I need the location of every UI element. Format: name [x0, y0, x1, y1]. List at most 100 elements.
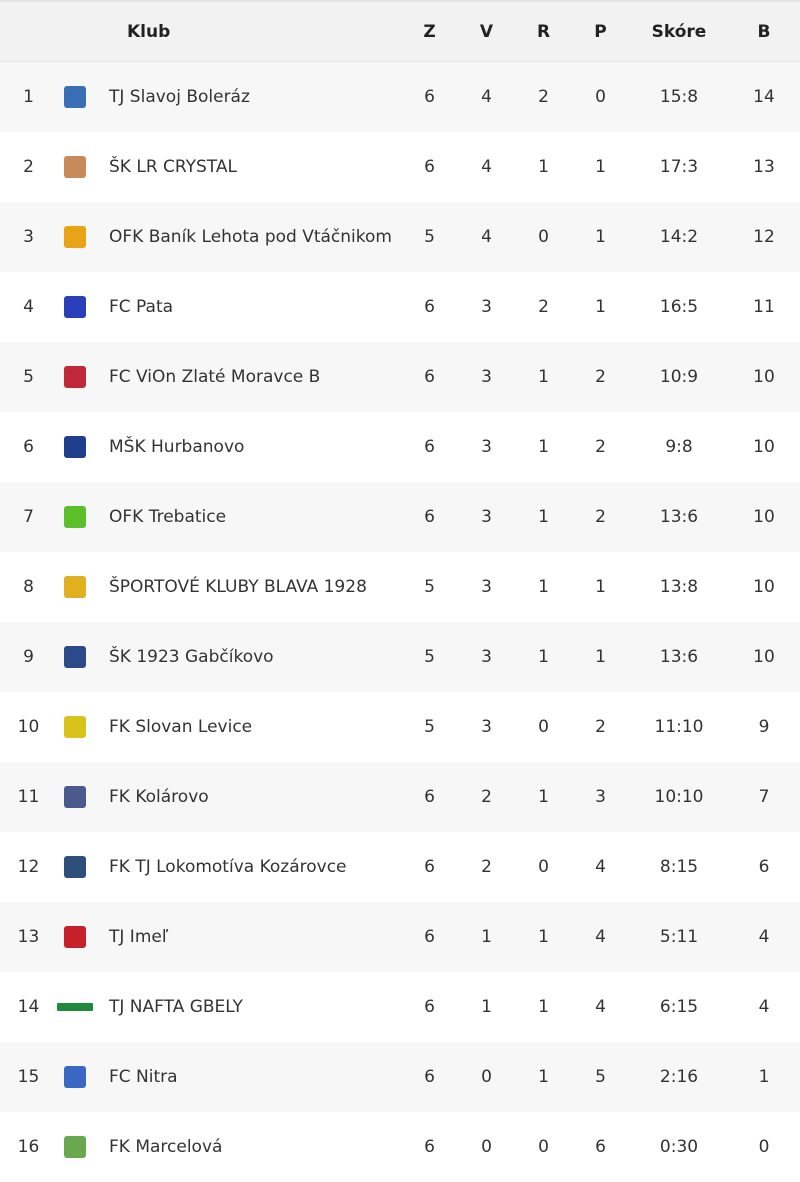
table-row[interactable]: 14 TJ NAFTA GBELY 6 1 1 4 6:15 4	[0, 972, 800, 1042]
fc-pata-crest-icon	[64, 296, 86, 318]
points-value: 9	[758, 717, 770, 737]
table-row[interactable]: 1 TJ Slavoj Boleráz 6 4 2 0 15:8 14	[0, 62, 800, 132]
header-score: Skóre	[651, 21, 707, 42]
wins-count: 3	[481, 367, 492, 387]
goal-score: 15:8	[659, 87, 699, 107]
header-club: Klub	[127, 21, 171, 42]
club-name[interactable]: FC Pata	[109, 297, 174, 317]
draws-count: 1	[538, 157, 549, 177]
losses-count: 2	[595, 367, 606, 387]
trebatice-crest-icon	[64, 506, 86, 528]
hurbanovo-crest-icon	[64, 436, 86, 458]
club-name[interactable]: TJ Imeľ	[109, 927, 169, 947]
club-name[interactable]: ŠK LR CRYSTAL	[109, 157, 237, 177]
table-row[interactable]: 5 FC ViOn Zlaté Moravce B 6 3 1 2 10:9 10	[0, 342, 800, 412]
club-name[interactable]: TJ Slavoj Boleráz	[109, 87, 250, 107]
row-position: 1	[23, 87, 34, 107]
draws-count: 0	[538, 1137, 549, 1157]
table-row[interactable]: 2 ŠK LR CRYSTAL 6 4 1 1 17:3 13	[0, 132, 800, 202]
table-row[interactable]: 7 OFK Trebatice 6 3 1 2 13:6 10	[0, 482, 800, 552]
goal-score: 6:15	[659, 997, 699, 1017]
club-name[interactable]: TJ NAFTA GBELY	[109, 997, 243, 1017]
club-name[interactable]: FC ViOn Zlaté Moravce B	[109, 367, 321, 387]
club-name[interactable]: FK TJ Lokomotíva Kozárovce	[109, 857, 347, 877]
goal-score: 9:8	[665, 437, 693, 457]
fc-nitra-crest-icon	[64, 1066, 86, 1088]
marcelova-crest-icon	[64, 1136, 86, 1158]
table-row[interactable]: 10 FK Slovan Levice 5 3 0 2 11:10 9	[0, 692, 800, 762]
header-points: B	[757, 21, 771, 42]
row-position: 8	[23, 577, 34, 597]
played-count: 6	[424, 367, 435, 387]
table-row[interactable]: 15 FC Nitra 6 0 1 5 2:16 1	[0, 1042, 800, 1112]
row-position: 7	[23, 507, 34, 527]
wins-count: 3	[481, 297, 492, 317]
losses-count: 2	[595, 507, 606, 527]
slovan-levice-crest-icon	[64, 716, 86, 738]
club-name[interactable]: FK Kolárovo	[109, 787, 209, 807]
club-name[interactable]: OFK Trebatice	[109, 507, 227, 527]
club-name[interactable]: OFK Baník Lehota pod Vtáčnikom	[109, 227, 392, 247]
club-logo-cell	[57, 366, 93, 388]
losses-count: 5	[595, 1067, 606, 1087]
club-logo-cell	[57, 86, 93, 108]
vion-crest-icon	[64, 366, 86, 388]
draws-count: 1	[538, 787, 549, 807]
points-value: 10	[753, 647, 775, 667]
wins-count: 1	[481, 927, 492, 947]
table-row[interactable]: 4 FC Pata 6 3 2 1 16:5 11	[0, 272, 800, 342]
goal-score: 8:15	[659, 857, 699, 877]
goal-score: 10:9	[659, 367, 699, 387]
club-logo-cell	[57, 1136, 93, 1158]
losses-count: 2	[595, 437, 606, 457]
wins-count: 3	[481, 577, 492, 597]
row-position: 13	[17, 927, 40, 947]
header-losses: P	[594, 21, 607, 42]
table-row[interactable]: 3 OFK Baník Lehota pod Vtáčnikom 5 4 0 1 14:2 1…	[0, 202, 800, 272]
club-name[interactable]: MŠK Hurbanovo	[109, 437, 245, 457]
club-logo-cell	[57, 436, 93, 458]
table-row[interactable]: 6 MŠK Hurbanovo 6 3 1 2 9:8 10	[0, 412, 800, 482]
table-row[interactable]: 16 FK Marcelová 6 0 0 6 0:30 0	[0, 1112, 800, 1182]
club-name[interactable]: ŠPORTOVÉ KLUBY BLAVA 1928	[109, 577, 367, 597]
club-name[interactable]: FK Marcelová	[109, 1137, 223, 1157]
club-name[interactable]: ŠK 1923 Gabčíkovo	[109, 647, 274, 667]
points-value: 10	[753, 367, 775, 387]
played-count: 5	[424, 717, 435, 737]
table-row[interactable]: 11 FK Kolárovo 6 2 1 3 10:10 7	[0, 762, 800, 832]
draws-count: 0	[538, 717, 549, 737]
banik-lehota-crest-icon	[64, 226, 86, 248]
played-count: 6	[424, 857, 435, 877]
draws-count: 1	[538, 507, 549, 527]
row-position: 5	[23, 367, 34, 387]
row-position: 2	[23, 157, 34, 177]
points-value: 11	[753, 297, 775, 317]
played-count: 6	[424, 1067, 435, 1087]
row-position: 11	[17, 787, 40, 807]
table-row[interactable]: 8 ŠPORTOVÉ KLUBY BLAVA 1928 5 3 1 1 13:8 10	[0, 552, 800, 622]
table-row[interactable]: 13 TJ Imeľ 6 1 1 4 5:11 4	[0, 902, 800, 972]
club-logo-cell	[57, 1003, 93, 1011]
played-count: 6	[424, 437, 435, 457]
nafta-gbely-crest-icon	[57, 1003, 93, 1011]
played-count: 6	[424, 297, 435, 317]
table-body: 1 TJ Slavoj Boleráz 6 4 2 0 15:8 14 2 ŠK LR CRYST…	[0, 62, 800, 1182]
draws-count: 1	[538, 367, 549, 387]
row-position: 9	[23, 647, 34, 667]
played-count: 6	[424, 997, 435, 1017]
played-count: 5	[424, 577, 435, 597]
points-value: 10	[753, 437, 775, 457]
row-position: 10	[17, 717, 40, 737]
losses-count: 3	[595, 787, 606, 807]
losses-count: 1	[595, 297, 606, 317]
row-position: 12	[17, 857, 40, 877]
table-row[interactable]: 12 FK TJ Lokomotíva Kozárovce 6 2 0 4 8:15 6	[0, 832, 800, 902]
row-position: 6	[23, 437, 34, 457]
losses-count: 1	[595, 577, 606, 597]
blava-crest-icon	[64, 576, 86, 598]
losses-count: 4	[595, 997, 606, 1017]
table-row[interactable]: 9 ŠK 1923 Gabčíkovo 5 3 1 1 13:6 10	[0, 622, 800, 692]
club-name[interactable]: FK Slovan Levice	[109, 717, 253, 737]
club-name[interactable]: FC Nitra	[109, 1067, 178, 1087]
kolarovo-crest-icon	[64, 786, 86, 808]
